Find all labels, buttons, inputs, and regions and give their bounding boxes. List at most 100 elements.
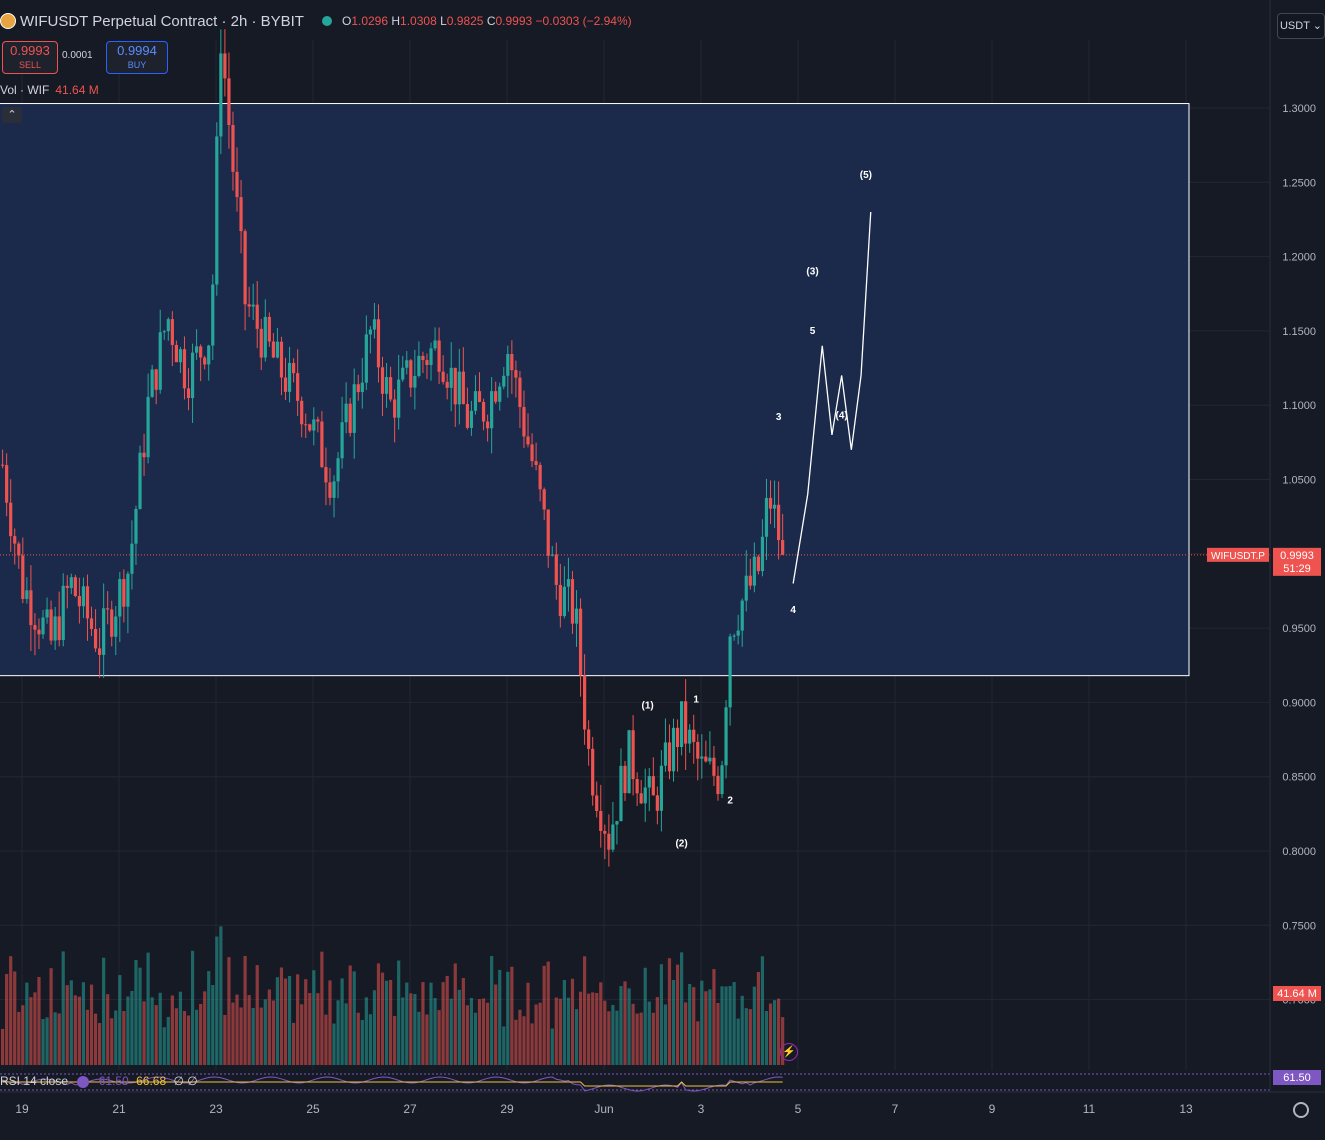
- candle-body: [429, 348, 433, 365]
- candle-body: [279, 341, 284, 378]
- volume-bar: [469, 997, 474, 1065]
- candle-body: [764, 497, 769, 537]
- volume-bar: [235, 994, 239, 1065]
- candle-body: [190, 352, 195, 399]
- candle-body: [635, 779, 639, 794]
- volume-bar: [477, 999, 482, 1065]
- candle-body: [740, 600, 744, 631]
- volume-bar: [195, 1009, 199, 1065]
- candle-body: [324, 467, 328, 483]
- candle-body: [688, 729, 692, 744]
- volume-bar: [728, 985, 732, 1065]
- volume-bar: [615, 1010, 619, 1065]
- wave-label: (1): [642, 700, 654, 711]
- x-tick-label: 13: [1179, 1102, 1193, 1116]
- volume-bar: [558, 998, 562, 1065]
- volume-bar: [680, 952, 684, 1065]
- symbol-badge-label: WIFUSDT.P: [1211, 551, 1265, 562]
- volume-bar: [118, 975, 122, 1065]
- candle-body: [247, 304, 251, 307]
- candle-body: [223, 53, 227, 79]
- volume-bar: [142, 1001, 146, 1065]
- candle-body: [587, 729, 591, 749]
- sell-button[interactable]: 0.9993 SELL: [2, 41, 58, 74]
- currency-select[interactable]: USDT ⌄: [1277, 13, 1325, 39]
- volume-bar: [324, 1014, 328, 1065]
- volume-bar: [607, 1011, 611, 1065]
- candle-body: [231, 125, 235, 172]
- settings-gear-icon[interactable]: [1293, 1102, 1309, 1118]
- candle-body: [376, 319, 381, 368]
- price-axis: [1270, 0, 1325, 1092]
- candle-body: [89, 618, 94, 630]
- volume-bar: [449, 998, 453, 1065]
- y-tick-label: 0.9000: [1282, 697, 1316, 709]
- volume-bar: [748, 1009, 752, 1065]
- lightning-icon[interactable]: ⚡: [780, 1043, 798, 1061]
- y-tick-label: 1.2000: [1282, 252, 1316, 264]
- candle-body: [461, 371, 465, 405]
- volume-bar: [518, 1009, 522, 1065]
- ohlc-values: O1.0296 H1.0308 L0.9825 C0.9993 −0.0303 …: [341, 14, 632, 28]
- volume-bar: [623, 981, 627, 1065]
- candle-body: [316, 419, 320, 422]
- volume-bar: [259, 1007, 263, 1065]
- volume-bar: [720, 986, 724, 1065]
- volume-bar: [190, 950, 195, 1065]
- candle-body: [166, 319, 170, 332]
- candle-body: [287, 362, 292, 392]
- candle-body: [486, 421, 490, 429]
- volume-bar: [740, 995, 744, 1065]
- volume-bar: [9, 956, 13, 1065]
- volume-bar: [340, 978, 344, 1065]
- candle-body: [336, 458, 340, 482]
- candle-body: [138, 452, 142, 509]
- candle-body: [437, 340, 441, 372]
- volume-bar: [45, 1017, 49, 1065]
- volume-bar: [134, 959, 138, 1065]
- candle-body: [554, 554, 558, 585]
- candle-body: [417, 355, 421, 377]
- volume-bar: [781, 1017, 785, 1065]
- candle-body: [647, 776, 651, 788]
- volume-bar: [595, 992, 599, 1065]
- candle-body: [271, 341, 275, 358]
- volume-bar: [716, 1002, 720, 1065]
- volume-bar: [215, 936, 219, 1065]
- candle-body: [457, 371, 461, 405]
- candle-body: [1, 464, 5, 466]
- volume-bar: [704, 991, 708, 1065]
- collapse-legend-button[interactable]: ⌃: [2, 107, 22, 123]
- volume-bar: [271, 1000, 275, 1065]
- candle-body: [433, 340, 437, 349]
- rsi-badge-label: 61.50: [1283, 1072, 1311, 1084]
- candle-body: [526, 436, 530, 445]
- y-tick-label: 1.1500: [1282, 326, 1316, 338]
- y-tick-label: 1.1000: [1282, 400, 1316, 412]
- volume-bar: [712, 969, 716, 1065]
- candle-body: [380, 367, 385, 394]
- volume-bar: [635, 1013, 639, 1065]
- volume-bar: [393, 1015, 397, 1065]
- buy-button[interactable]: 0.9994 BUY: [106, 41, 168, 74]
- candle-body: [57, 616, 61, 641]
- wave-label: 2: [727, 795, 733, 806]
- volume-bar: [227, 957, 231, 1065]
- symbol-title[interactable]: WIFUSDT Perpetual Contract · 2h · BYBIT: [20, 12, 304, 30]
- volume-bar: [332, 1023, 336, 1065]
- candle-body: [772, 504, 777, 509]
- candle-body: [700, 756, 704, 759]
- x-tick-label: 25: [306, 1102, 320, 1116]
- volume-bar: [756, 971, 760, 1065]
- volume-bar: [647, 1001, 651, 1065]
- volume-bar: [405, 982, 409, 1065]
- volume-bar: [65, 985, 69, 1065]
- volume-bar: [255, 965, 259, 1065]
- y-tick-label: 0.8500: [1282, 772, 1316, 784]
- x-tick-label: Jun: [594, 1102, 613, 1116]
- candle-body: [69, 577, 73, 589]
- rsi-visibility-icon[interactable]: [77, 1075, 90, 1088]
- candle-body: [704, 756, 708, 762]
- volume-bar: [166, 1016, 170, 1065]
